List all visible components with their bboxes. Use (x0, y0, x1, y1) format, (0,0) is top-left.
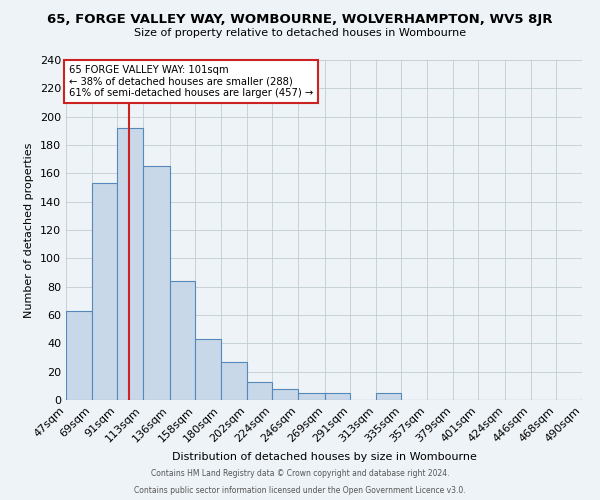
Bar (247, 382, 272, 400)
Text: 65 FORGE VALLEY WAY: 101sqm
← 38% of detached houses are smaller (288)
61% of se: 65 FORGE VALLEY WAY: 101sqm ← 38% of det… (68, 65, 313, 98)
Bar (376, 393, 401, 400)
Bar (582, 397, 600, 400)
Bar (117, 128, 143, 400)
Bar (92, 183, 117, 400)
Bar (66, 310, 92, 400)
Bar (221, 362, 247, 400)
Bar (195, 339, 221, 400)
Text: 65, FORGE VALLEY WAY, WOMBOURNE, WOLVERHAMPTON, WV5 8JR: 65, FORGE VALLEY WAY, WOMBOURNE, WOLVERH… (47, 12, 553, 26)
Bar (272, 388, 298, 400)
X-axis label: Distribution of detached houses by size in Wombourne: Distribution of detached houses by size … (172, 452, 476, 462)
Text: Size of property relative to detached houses in Wombourne: Size of property relative to detached ho… (134, 28, 466, 38)
Text: Contains public sector information licensed under the Open Government Licence v3: Contains public sector information licen… (134, 486, 466, 495)
Bar (325, 393, 350, 400)
Bar (143, 166, 170, 400)
Text: Contains HM Land Registry data © Crown copyright and database right 2024.: Contains HM Land Registry data © Crown c… (151, 468, 449, 477)
Y-axis label: Number of detached properties: Number of detached properties (25, 142, 34, 318)
Bar (298, 393, 325, 400)
Bar (170, 281, 195, 400)
